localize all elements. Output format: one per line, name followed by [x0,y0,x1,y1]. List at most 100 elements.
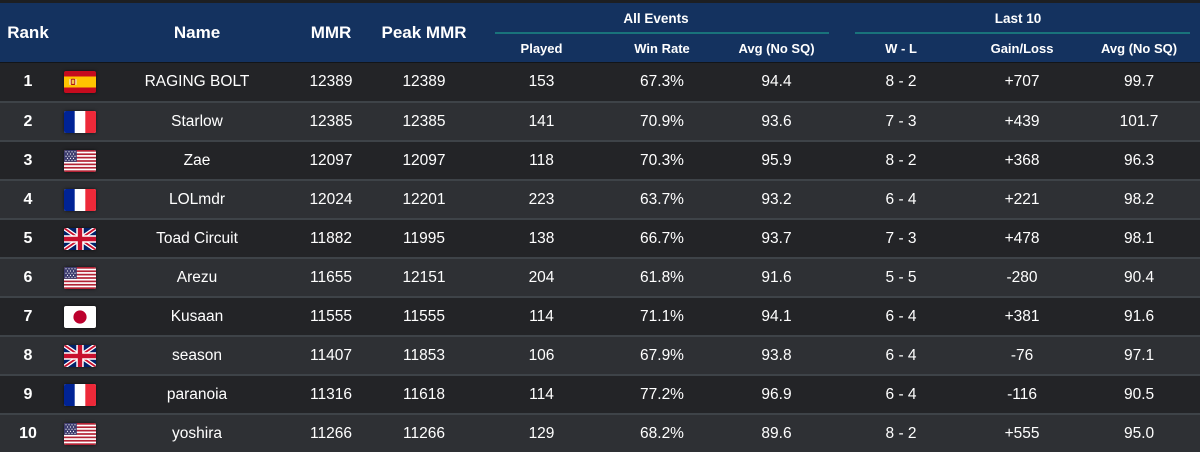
column-header-rank[interactable]: Rank [7,22,49,42]
rank-cell: 6 [0,257,56,296]
avg-no-sq-cell: 95.9 [717,140,837,179]
column-header-flag [56,3,104,62]
win-rate-cell: 61.8% [607,257,717,296]
column-header-name[interactable]: Name [173,22,221,42]
rank-cell: 9 [0,374,56,413]
table-row[interactable]: 9 paranoia 11316 11618 114 77.2% 96.9 6 … [0,374,1200,413]
rank-cell: 8 [0,335,56,374]
avg-no-sq-last10-cell: 90.4 [1078,257,1200,296]
group-header-last-10: Last 10 [836,3,1200,34]
win-rate-cell: 68.2% [607,413,717,452]
avg-no-sq-cell: 94.4 [717,62,837,101]
played-cell: 223 [476,179,607,218]
usa-flag-icon [64,422,96,445]
rank-cell: 10 [0,413,56,452]
avg-no-sq-last10-cell: 90.5 [1078,374,1200,413]
table-row[interactable]: 3 Zae 12097 12097 118 70.3% 95.9 8 - 2 +… [0,140,1200,179]
w-l-cell: 8 - 2 [836,413,967,452]
leaderboard-header: Rank Name MMR Peak MMR All Events Last 1… [0,3,1200,62]
gain-loss-cell: +555 [966,413,1079,452]
column-header-w-l[interactable]: W - L [885,40,917,56]
player-name[interactable]: RAGING BOLT [104,62,290,101]
peak-mmr-cell: 11266 [372,413,476,452]
table-row[interactable]: 4 LOLmdr 12024 12201 223 63.7% 93.2 6 - … [0,179,1200,218]
played-cell: 141 [476,101,607,140]
win-rate-cell: 67.3% [607,62,717,101]
table-row[interactable]: 5 Toad Circuit 11882 11995 138 66.7% 93.… [0,218,1200,257]
uk-flag-icon [64,344,96,367]
flag-cell [56,62,104,101]
france-flag-icon [64,110,96,133]
played-cell: 106 [476,335,607,374]
mmr-cell: 12024 [290,179,372,218]
player-name[interactable]: Starlow [104,101,290,140]
avg-no-sq-last10-cell: 98.1 [1078,218,1200,257]
player-name[interactable]: paranoia [104,374,290,413]
column-header-avg-no-sq-last10[interactable]: Avg (No SQ) [1101,40,1178,56]
flag-cell [56,218,104,257]
table-row[interactable]: 2 Starlow 12385 12385 141 70.9% 93.6 7 -… [0,101,1200,140]
gain-loss-cell: +381 [966,296,1079,335]
player-name[interactable]: yoshira [104,413,290,452]
w-l-cell: 6 - 4 [836,296,967,335]
flag-cell [56,101,104,140]
player-name[interactable]: LOLmdr [104,179,290,218]
avg-no-sq-cell: 94.1 [717,296,837,335]
peak-mmr-cell: 11618 [372,374,476,413]
rank-cell: 1 [0,62,56,101]
w-l-cell: 8 - 2 [836,140,967,179]
column-header-mmr[interactable]: MMR [310,22,352,42]
avg-no-sq-last10-cell: 97.1 [1078,335,1200,374]
mmr-cell: 11266 [290,413,372,452]
table-row[interactable]: 7 Kusaan 11555 11555 114 71.1% 94.1 6 - … [0,296,1200,335]
group-header-all-events: All Events [476,3,836,34]
w-l-cell: 7 - 3 [836,101,967,140]
mmr-cell: 12389 [290,62,372,101]
rank-cell: 2 [0,101,56,140]
win-rate-cell: 70.9% [607,101,717,140]
gain-loss-cell: +439 [966,101,1079,140]
table-row[interactable]: 10 yoshira 11266 11266 129 68.2% 89.6 8 … [0,413,1200,452]
played-cell: 114 [476,296,607,335]
flag-cell [56,374,104,413]
gain-loss-cell: -116 [966,374,1079,413]
avg-no-sq-cell: 89.6 [717,413,837,452]
column-header-gain-loss[interactable]: Gain/Loss [990,40,1054,56]
leaderboard-table: Rank Name MMR Peak MMR All Events Last 1… [0,3,1200,452]
played-cell: 129 [476,413,607,452]
avg-no-sq-last10-cell: 99.7 [1078,62,1200,101]
table-row[interactable]: 8 season 11407 11853 106 67.9% 93.8 6 - … [0,335,1200,374]
player-name[interactable]: Arezu [104,257,290,296]
rank-cell: 5 [0,218,56,257]
player-name[interactable]: Kusaan [104,296,290,335]
mmr-cell: 11555 [290,296,372,335]
column-header-avg-no-sq[interactable]: Avg (No SQ) [738,40,815,56]
column-header-peak-mmr[interactable]: Peak MMR [381,22,467,42]
played-cell: 114 [476,374,607,413]
player-name[interactable]: season [104,335,290,374]
table-row[interactable]: 6 Arezu 11655 12151 204 61.8% 91.6 5 - 5… [0,257,1200,296]
mmr-cell: 12097 [290,140,372,179]
w-l-cell: 5 - 5 [836,257,967,296]
win-rate-cell: 67.9% [607,335,717,374]
column-header-win-rate[interactable]: Win Rate [634,40,690,56]
win-rate-cell: 77.2% [607,374,717,413]
table-row[interactable]: 1 RAGING BOLT 12389 12389 153 67.3% 94.4… [0,62,1200,101]
gain-loss-cell: +221 [966,179,1079,218]
win-rate-cell: 63.7% [607,179,717,218]
win-rate-cell: 70.3% [607,140,717,179]
rank-cell: 3 [0,140,56,179]
win-rate-cell: 71.1% [607,296,717,335]
win-rate-cell: 66.7% [607,218,717,257]
flag-cell [56,257,104,296]
flag-cell [56,296,104,335]
w-l-cell: 6 - 4 [836,335,967,374]
player-name[interactable]: Toad Circuit [104,218,290,257]
mmr-cell: 11655 [290,257,372,296]
gain-loss-cell: +707 [966,62,1079,101]
peak-mmr-cell: 11555 [372,296,476,335]
player-name[interactable]: Zae [104,140,290,179]
column-header-played[interactable]: Played [520,40,563,56]
flag-cell [56,140,104,179]
rank-cell: 7 [0,296,56,335]
